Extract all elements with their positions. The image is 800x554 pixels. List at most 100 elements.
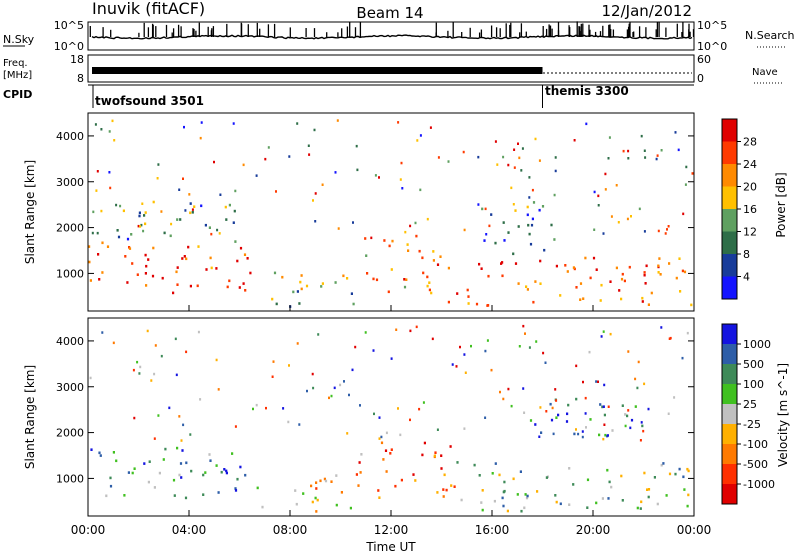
velocity-data-point <box>189 433 192 436</box>
power-data-point <box>426 217 429 221</box>
velocity-data-point <box>480 501 483 504</box>
power-data-point <box>426 284 429 288</box>
power-data-point <box>156 177 159 180</box>
power-data-point <box>313 128 316 132</box>
velocity-data-point <box>481 508 484 512</box>
velocity-data-point <box>640 500 643 504</box>
power-data-point <box>419 134 422 137</box>
power-data-point <box>390 268 393 271</box>
velocity-data-point <box>372 349 375 352</box>
velocity-data-point <box>442 488 445 491</box>
power-data-point <box>604 188 607 191</box>
velocity-data-point <box>172 478 176 482</box>
power-colorbar-swatch <box>722 119 737 142</box>
velocity-data-point <box>316 498 319 502</box>
velocity-data-point <box>399 433 402 437</box>
velocity-colorbar-swatch <box>722 484 737 505</box>
x-tick-label: 08:00 <box>273 523 308 537</box>
velocity-data-point <box>627 350 630 353</box>
power-data-point <box>234 189 237 193</box>
velocity-data-point <box>115 459 118 463</box>
velocity-data-point <box>621 499 624 502</box>
power-data-point <box>528 232 531 236</box>
velocity-data-point <box>453 485 456 488</box>
velocity-data-point <box>272 360 275 363</box>
velocity-data-point <box>175 373 178 377</box>
power-data-point <box>242 282 245 285</box>
power-data-point <box>638 207 641 211</box>
velocity-data-point <box>456 461 459 464</box>
velocity-data-point <box>683 488 686 491</box>
velocity-data-point <box>540 431 543 434</box>
velocity-data-point <box>440 467 443 470</box>
power-data-point <box>513 148 516 151</box>
velocity-data-point <box>597 380 599 383</box>
velocity-y-tick-label: 3000 <box>56 381 84 394</box>
velocity-data-point <box>608 480 611 484</box>
velocity-data-point <box>185 461 188 465</box>
power-data-point <box>130 233 133 236</box>
power-data-point <box>334 171 337 174</box>
power-data-point <box>403 285 407 289</box>
velocity-data-point <box>551 406 554 410</box>
velocity-data-point <box>586 506 589 509</box>
power-data-point <box>233 209 236 213</box>
power-data-point <box>239 246 243 250</box>
velocity-data-point <box>545 410 548 413</box>
power-data-point <box>426 275 429 279</box>
power-data-point <box>430 291 433 295</box>
velocity-data-point <box>588 350 591 354</box>
power-y-tick-label: 3000 <box>56 176 84 189</box>
power-data-point <box>236 259 239 263</box>
power-data-point <box>366 272 369 275</box>
power-data-point <box>484 207 487 211</box>
power-data-point <box>225 218 228 221</box>
velocity-data-point <box>601 405 604 409</box>
power-data-point <box>126 281 129 284</box>
power-data-point <box>399 178 402 181</box>
power-data-point <box>554 169 557 173</box>
power-data-point <box>188 193 191 196</box>
velocity-data-point <box>636 386 639 390</box>
power-data-point <box>88 245 91 248</box>
velocity-data-point <box>357 484 360 487</box>
velocity-data-point <box>573 432 576 436</box>
velocity-data-point <box>603 413 606 417</box>
velocity-data-point <box>239 465 242 469</box>
velocity-data-point <box>640 421 643 424</box>
power-data-point <box>475 302 479 306</box>
power-data-point <box>271 297 274 301</box>
velocity-data-point <box>451 363 454 366</box>
velocity-data-point <box>317 333 320 336</box>
power-data-point <box>622 149 625 153</box>
velocity-colorbar-label: Velocity [m s^-1] <box>776 363 790 467</box>
power-data-point <box>501 274 504 278</box>
power-data-point <box>419 188 422 192</box>
power-data-point <box>437 156 440 159</box>
power-data-point <box>226 285 229 289</box>
power-data-point <box>152 246 155 250</box>
power-data-point <box>176 266 179 269</box>
velocity-colorbar: 1000 500 100 25 -25 -100 -500 -1000 <box>721 323 775 505</box>
power-data-point <box>640 134 643 138</box>
power-data-point <box>488 224 491 228</box>
power-data-point <box>109 186 112 190</box>
power-data-point <box>579 298 582 301</box>
power-data-point <box>346 277 349 280</box>
power-data-point <box>529 242 533 246</box>
velocity-data-point <box>595 501 598 505</box>
power-data-point <box>610 215 613 218</box>
velocity-data-point <box>470 344 472 348</box>
power-data-point <box>666 228 668 231</box>
power-data-point <box>101 271 104 274</box>
nave-tick-bottom: 0 <box>697 72 704 85</box>
velocity-data-point <box>209 459 212 462</box>
power-data-point <box>409 224 412 228</box>
velocity-data-point <box>545 476 548 479</box>
velocity-data-point <box>136 360 139 364</box>
power-data-point <box>494 241 497 245</box>
power-data-point <box>210 266 213 270</box>
power-data-point <box>179 218 182 221</box>
velocity-data-point <box>127 471 130 474</box>
